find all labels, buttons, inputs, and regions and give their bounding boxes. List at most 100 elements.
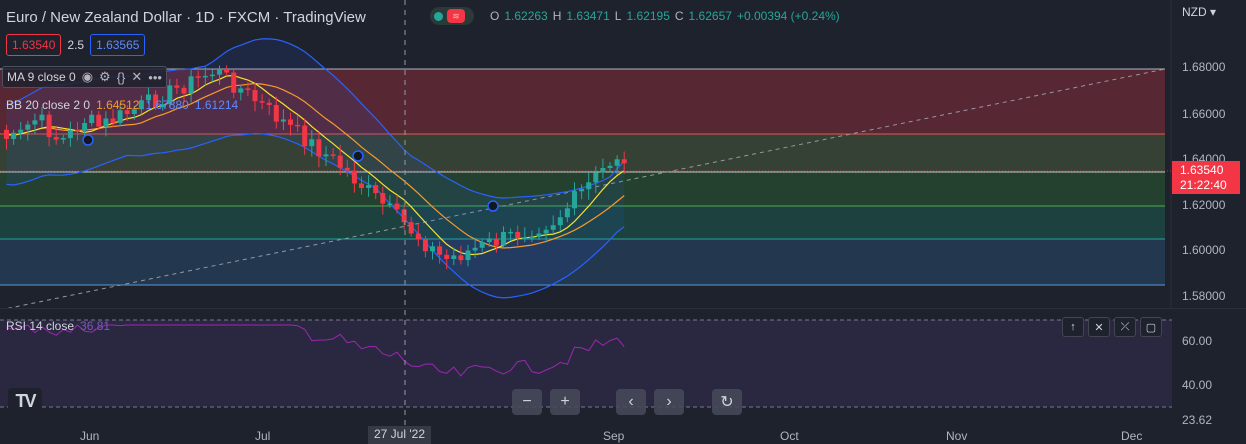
candle-body xyxy=(231,72,237,93)
ma-label: MA 9 close 0 xyxy=(7,70,76,84)
candle-body xyxy=(408,222,414,234)
price-axis-label: 1.62000 xyxy=(1182,198,1226,212)
fullscreen-pane-icon[interactable]: ▢ xyxy=(1140,317,1162,337)
code-icon[interactable]: {} xyxy=(116,69,126,85)
candle-body xyxy=(437,246,443,255)
move-pane-up-icon[interactable]: ↑ xyxy=(1062,317,1084,337)
candle-body xyxy=(394,203,400,210)
candle-body xyxy=(209,74,215,77)
symbol-title[interactable]: Euro / New Zealand Dollar · 1D · FXCM · … xyxy=(6,8,366,26)
open-value: 1.62263 xyxy=(504,9,548,23)
cross-marker-icon xyxy=(487,200,499,212)
candle-body xyxy=(579,189,585,192)
market-status-icon[interactable]: ≋ xyxy=(430,7,474,25)
close-icon[interactable]: ✕ xyxy=(131,69,143,84)
candle-body xyxy=(11,132,17,139)
bb-lower-value: 1.61214 xyxy=(194,98,239,112)
time-axis-label: Nov xyxy=(946,429,968,443)
candle-body xyxy=(217,69,222,75)
spread-value: 2.5 xyxy=(67,38,85,52)
candle-body xyxy=(252,90,258,102)
candle-body xyxy=(167,85,173,105)
pane-controls: ↑ ✕ ⤫ ▢ xyxy=(1062,317,1162,337)
candle-body xyxy=(25,124,31,130)
candle-body xyxy=(181,87,187,94)
currency-selector[interactable]: NZD ▾ xyxy=(1182,5,1217,19)
zoom-out-icon[interactable]: − xyxy=(512,389,542,415)
price-axis-label: 1.60000 xyxy=(1182,243,1226,257)
candle-body xyxy=(309,139,315,147)
fib-zone-1 xyxy=(0,69,1165,134)
candle-body xyxy=(89,114,95,124)
candle-body xyxy=(493,239,499,246)
candle-body xyxy=(117,110,123,123)
zoom-in-icon[interactable]: + xyxy=(550,389,580,415)
bb-legend[interactable]: BB 20 close 2 0 1.64512 1.67880 1.61214 xyxy=(2,96,242,114)
candle-body xyxy=(60,138,66,140)
sell-button[interactable]: 1.63540 xyxy=(6,34,62,56)
candle-body xyxy=(323,154,329,157)
crosshair-date-tag: 27 Jul '22 xyxy=(368,426,431,444)
time-axis-label: Sep xyxy=(603,429,625,443)
candle-body xyxy=(195,76,201,78)
candle-body xyxy=(18,129,24,133)
candle-body xyxy=(46,114,52,137)
candle-body xyxy=(124,110,130,115)
candle-body xyxy=(32,120,38,125)
candle-body xyxy=(373,185,379,194)
candle-body xyxy=(103,118,109,127)
scroll-left-icon[interactable]: ‹ xyxy=(616,389,646,415)
candle-body xyxy=(188,76,194,94)
candle-body xyxy=(273,104,279,122)
maximize-pane-icon[interactable]: ✕ xyxy=(1088,317,1110,337)
candle-body xyxy=(550,225,556,230)
candle-body xyxy=(508,231,514,234)
rsi-label: RSI 14 close xyxy=(6,319,75,333)
candle-body xyxy=(96,114,102,127)
candle-body xyxy=(522,237,528,239)
candle-body xyxy=(330,154,336,156)
candle-body xyxy=(451,255,457,260)
ma-legend[interactable]: MA 9 close 0 ◉ ⚙ {} ✕ ••• xyxy=(2,66,167,88)
bb-upper-value: 1.67880 xyxy=(145,98,189,112)
low-value: 1.62195 xyxy=(626,9,670,23)
tradingview-logo-icon[interactable]: TV xyxy=(8,388,42,414)
cross-marker-icon xyxy=(82,134,94,146)
rsi-value: 36.81 xyxy=(80,319,111,333)
candle-body xyxy=(366,185,372,188)
candle-body xyxy=(351,170,357,184)
candle-body xyxy=(422,239,428,252)
buy-button[interactable]: 1.63565 xyxy=(90,34,146,56)
candle-body xyxy=(430,246,435,252)
candle-body xyxy=(557,217,563,226)
high-label: H xyxy=(552,9,562,23)
last-price-value: 1.63540 xyxy=(1180,163,1224,177)
candle-body xyxy=(280,119,286,122)
candle-body xyxy=(444,254,450,260)
candle-body xyxy=(39,114,45,121)
ohlc-readout: O 1.62263 H 1.63471 L 1.62195 C 1.62657 +0.0… xyxy=(490,9,840,23)
collapse-pane-icon[interactable]: ⤫ xyxy=(1114,317,1136,337)
cross-marker-icon xyxy=(352,150,364,162)
rsi-legend[interactable]: RSI 14 close 36.81 xyxy=(6,319,110,333)
chart-navigation: − + ‹ › ↻ xyxy=(512,389,742,415)
candle-body xyxy=(614,159,620,166)
eye-icon[interactable]: ◉ xyxy=(81,69,94,84)
symbol-legend[interactable]: Euro / New Zealand Dollar · 1D · FXCM · … xyxy=(6,7,366,27)
gear-icon[interactable]: ⚙ xyxy=(99,69,111,84)
fib-zone-4 xyxy=(0,206,1165,239)
candle-body xyxy=(174,85,180,88)
candle-body xyxy=(266,102,272,105)
candle-body xyxy=(146,94,151,101)
fib-zone-5 xyxy=(0,239,1165,285)
reset-chart-icon[interactable]: ↻ xyxy=(712,389,742,415)
candle-body xyxy=(564,208,570,218)
candle-body xyxy=(245,88,251,91)
candle-body xyxy=(75,130,80,132)
more-icon[interactable]: ••• xyxy=(148,69,162,85)
scroll-right-icon[interactable]: › xyxy=(654,389,684,415)
candle-body xyxy=(458,255,464,261)
candle-body xyxy=(586,182,592,190)
candle-body xyxy=(288,119,293,125)
